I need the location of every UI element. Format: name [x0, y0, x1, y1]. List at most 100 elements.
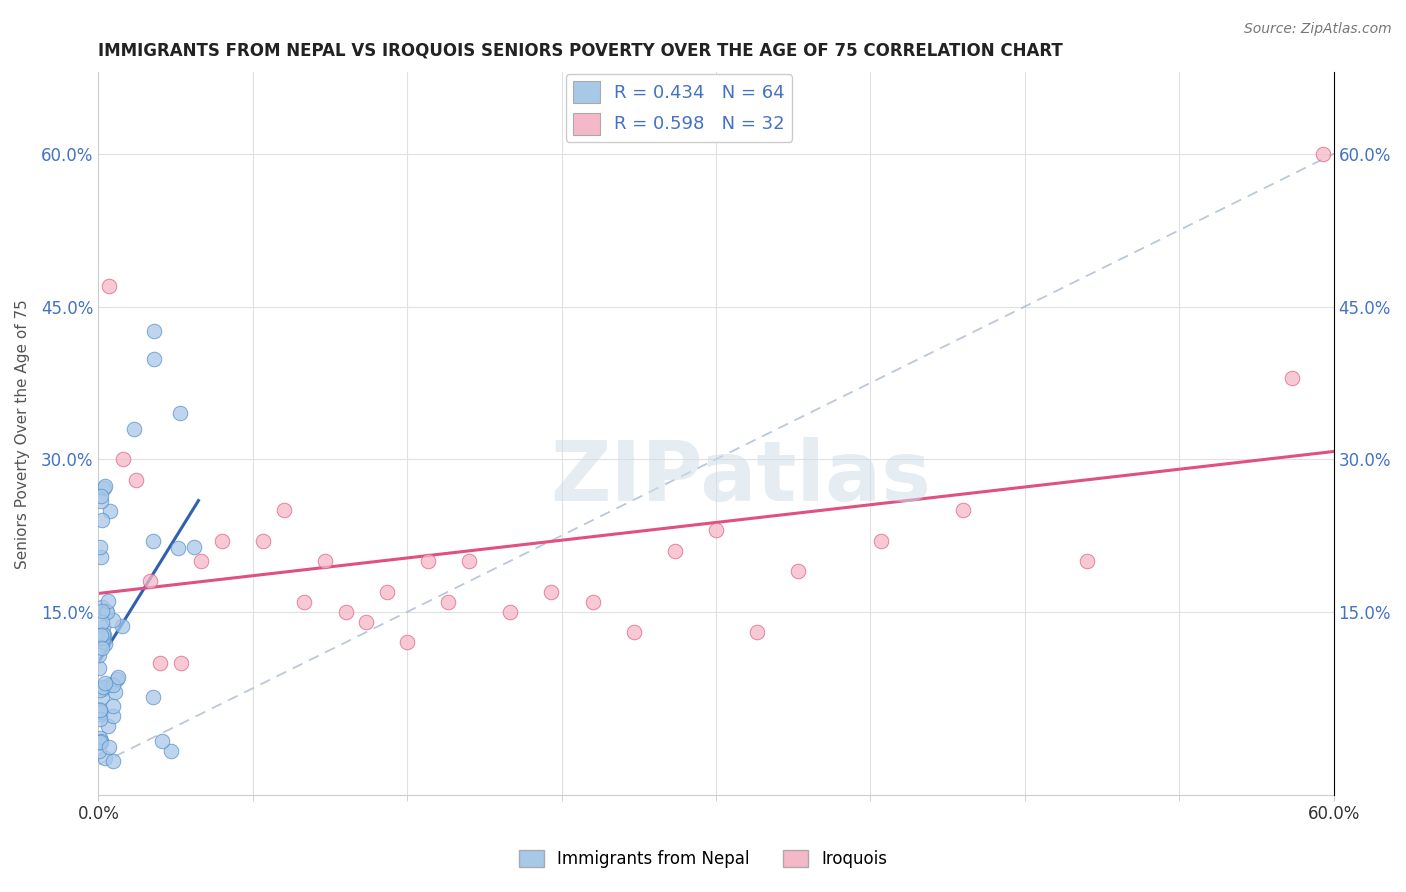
- Point: [252, 533, 274, 548]
- Point: [87, 701, 110, 715]
- Point: [101, 754, 124, 768]
- Point: [111, 619, 134, 633]
- Point: [375, 584, 398, 599]
- Point: [87, 744, 110, 758]
- Point: [94, 676, 117, 690]
- Point: [91, 604, 114, 618]
- Point: [103, 613, 125, 627]
- Point: [87, 661, 110, 675]
- Point: [89, 735, 111, 749]
- Point: [91, 615, 114, 629]
- Point: [96, 604, 118, 618]
- Point: [124, 473, 146, 487]
- Text: Source: ZipAtlas.com: Source: ZipAtlas.com: [1244, 22, 1392, 37]
- Point: [664, 543, 686, 558]
- Point: [90, 550, 112, 565]
- Point: [437, 595, 460, 609]
- Point: [354, 615, 377, 629]
- Point: [107, 670, 129, 684]
- Point: [91, 640, 114, 655]
- Point: [1281, 371, 1303, 385]
- Point: [458, 554, 481, 568]
- Point: [91, 681, 114, 695]
- Point: [89, 682, 111, 697]
- Point: [416, 554, 439, 568]
- Point: [90, 628, 112, 642]
- Point: [93, 631, 115, 645]
- Point: [91, 680, 114, 694]
- Point: [103, 708, 125, 723]
- Point: [1076, 554, 1098, 568]
- Point: [167, 541, 190, 555]
- Point: [87, 632, 110, 646]
- Point: [952, 503, 974, 517]
- Point: [104, 684, 127, 698]
- Point: [94, 479, 117, 493]
- Point: [89, 648, 111, 662]
- Point: [89, 703, 111, 717]
- Point: [91, 620, 114, 634]
- Point: [335, 605, 357, 619]
- Point: [122, 422, 145, 436]
- Point: [869, 533, 891, 548]
- Point: [89, 707, 111, 722]
- Point: [314, 554, 336, 568]
- Point: [90, 493, 112, 508]
- Point: [787, 564, 810, 578]
- Point: [91, 690, 114, 704]
- Point: [142, 351, 165, 366]
- Point: [169, 405, 191, 419]
- Point: [105, 673, 128, 687]
- Point: [90, 735, 112, 749]
- Point: [93, 481, 115, 495]
- Point: [396, 635, 419, 649]
- Point: [90, 733, 112, 747]
- Point: [142, 690, 165, 705]
- Point: [150, 734, 173, 748]
- Point: [211, 533, 233, 548]
- Point: [112, 452, 135, 467]
- Point: [91, 600, 114, 615]
- Point: [101, 699, 124, 714]
- Point: [101, 678, 124, 692]
- Point: [747, 625, 769, 640]
- Point: [93, 628, 115, 642]
- Point: [91, 627, 114, 641]
- Point: [98, 504, 121, 518]
- Point: [499, 605, 522, 619]
- Point: [90, 489, 112, 503]
- Point: [94, 637, 117, 651]
- Point: [160, 744, 183, 758]
- Point: [91, 513, 114, 527]
- Point: [149, 656, 172, 670]
- Point: [97, 719, 120, 733]
- Y-axis label: Seniors Poverty Over the Age of 75: Seniors Poverty Over the Age of 75: [15, 299, 30, 568]
- Point: [89, 731, 111, 745]
- Point: [87, 736, 110, 750]
- Legend: Immigrants from Nepal, Iroquois: Immigrants from Nepal, Iroquois: [512, 843, 894, 875]
- Legend: R = 0.434   N = 64, R = 0.598   N = 32: R = 0.434 N = 64, R = 0.598 N = 32: [565, 74, 793, 142]
- Point: [91, 682, 114, 697]
- Point: [96, 594, 118, 608]
- Point: [183, 541, 205, 555]
- Point: [89, 713, 111, 727]
- Point: [94, 751, 117, 765]
- Point: [97, 678, 120, 692]
- Point: [142, 534, 165, 549]
- Point: [89, 540, 111, 554]
- Point: [581, 595, 603, 609]
- Point: [623, 625, 645, 640]
- Point: [704, 524, 727, 538]
- Point: [170, 656, 193, 670]
- Point: [273, 503, 295, 517]
- Point: [292, 595, 315, 609]
- Point: [190, 554, 212, 568]
- Point: [98, 740, 121, 755]
- Point: [96, 605, 118, 619]
- Point: [143, 324, 166, 338]
- Point: [139, 574, 162, 589]
- Point: [1312, 146, 1334, 161]
- Text: IMMIGRANTS FROM NEPAL VS IROQUOIS SENIORS POVERTY OVER THE AGE OF 75 CORRELATION: IMMIGRANTS FROM NEPAL VS IROQUOIS SENIOR…: [98, 42, 1063, 60]
- Text: ZIPatlas: ZIPatlas: [550, 436, 931, 517]
- Point: [97, 279, 120, 293]
